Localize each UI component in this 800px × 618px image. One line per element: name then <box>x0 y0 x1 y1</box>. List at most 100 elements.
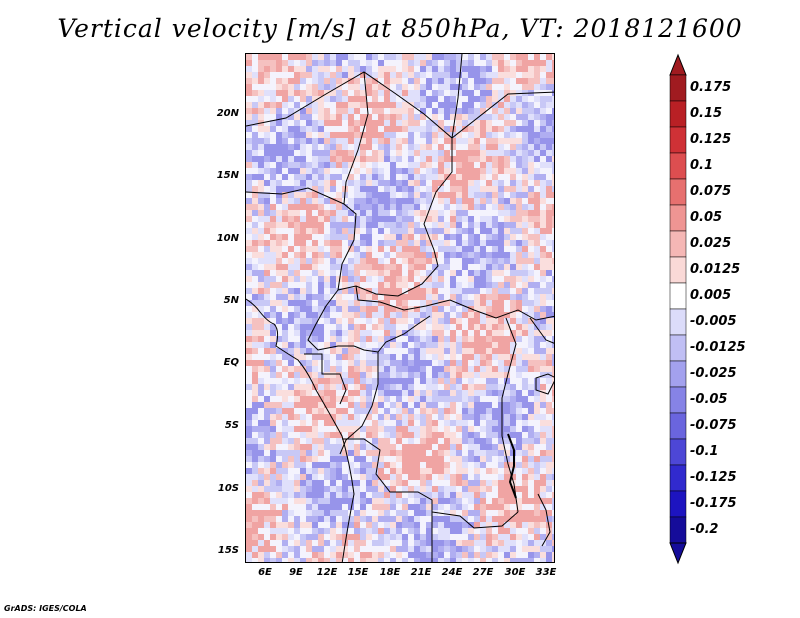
velocity-cell <box>318 126 324 132</box>
velocity-cell <box>354 66 360 72</box>
velocity-cell <box>342 546 348 552</box>
velocity-cell <box>348 444 354 450</box>
velocity-cell <box>312 486 318 492</box>
velocity-cell <box>432 126 438 132</box>
velocity-cell <box>342 474 348 480</box>
velocity-cell <box>288 510 294 516</box>
velocity-cell <box>420 432 426 438</box>
velocity-cell <box>402 450 408 456</box>
velocity-cell <box>300 288 306 294</box>
velocity-cell <box>444 432 450 438</box>
velocity-cell <box>408 456 414 462</box>
velocity-cell <box>366 462 372 468</box>
lon-label: 12E <box>316 567 338 578</box>
velocity-cell <box>432 486 438 492</box>
velocity-cell <box>432 402 438 408</box>
velocity-cell <box>318 462 324 468</box>
velocity-cell <box>318 162 324 168</box>
velocity-cell <box>390 270 396 276</box>
velocity-cell <box>348 108 354 114</box>
velocity-cell <box>552 162 554 168</box>
velocity-cell <box>444 528 450 534</box>
velocity-cell <box>306 438 312 444</box>
velocity-cell <box>402 366 408 372</box>
velocity-cell <box>294 474 300 480</box>
velocity-cell <box>426 138 432 144</box>
velocity-cell <box>336 432 342 438</box>
velocity-cell <box>372 300 378 306</box>
velocity-cell <box>492 426 498 432</box>
velocity-cell <box>498 390 504 396</box>
velocity-cell <box>336 120 342 126</box>
velocity-cell <box>534 378 540 384</box>
velocity-cell <box>522 228 528 234</box>
velocity-cell <box>474 498 480 504</box>
colorbar-bottom-arrow <box>669 542 687 565</box>
velocity-cell <box>354 60 360 66</box>
velocity-cell <box>396 378 402 384</box>
velocity-cell <box>438 210 444 216</box>
velocity-cell <box>294 372 300 378</box>
velocity-cell <box>396 282 402 288</box>
velocity-cell <box>252 288 258 294</box>
velocity-cell <box>480 66 486 72</box>
velocity-cell <box>450 300 456 306</box>
velocity-cell <box>288 222 294 228</box>
velocity-cell <box>384 252 390 258</box>
velocity-cell <box>552 522 554 528</box>
velocity-cell <box>318 414 324 420</box>
velocity-cell <box>360 426 366 432</box>
velocity-cell <box>264 330 270 336</box>
velocity-cell <box>534 294 540 300</box>
colorbar-segment <box>669 438 687 466</box>
velocity-cell <box>246 408 252 414</box>
velocity-cell <box>348 222 354 228</box>
velocity-cell <box>264 360 270 366</box>
velocity-cell <box>264 180 270 186</box>
velocity-cell <box>396 72 402 78</box>
velocity-cell <box>540 150 546 156</box>
velocity-cell <box>372 198 378 204</box>
velocity-cell <box>360 330 366 336</box>
velocity-cell <box>366 246 372 252</box>
velocity-cell <box>276 270 282 276</box>
velocity-cell <box>390 294 396 300</box>
velocity-cell <box>522 246 528 252</box>
velocity-cell <box>324 402 330 408</box>
velocity-cell <box>372 528 378 534</box>
velocity-cell <box>360 474 366 480</box>
velocity-cell <box>546 162 552 168</box>
velocity-cell <box>300 126 306 132</box>
velocity-cell <box>480 480 486 486</box>
velocity-cell <box>384 354 390 360</box>
velocity-cell <box>366 252 372 258</box>
velocity-cell <box>414 318 420 324</box>
velocity-cell <box>426 78 432 84</box>
velocity-cell <box>552 552 554 558</box>
velocity-cell <box>504 66 510 72</box>
velocity-cell <box>462 198 468 204</box>
velocity-cell <box>336 72 342 78</box>
velocity-cell <box>366 216 372 222</box>
velocity-cell <box>522 270 528 276</box>
velocity-cell <box>492 306 498 312</box>
velocity-cell <box>498 330 504 336</box>
velocity-cell <box>348 330 354 336</box>
velocity-cell <box>384 336 390 342</box>
velocity-cell <box>462 264 468 270</box>
velocity-cell <box>366 120 372 126</box>
velocity-cell <box>390 258 396 264</box>
velocity-cell <box>528 60 534 66</box>
velocity-cell <box>540 360 546 366</box>
velocity-cell <box>378 66 384 72</box>
velocity-cell <box>396 180 402 186</box>
velocity-cell <box>504 138 510 144</box>
velocity-cell <box>252 192 258 198</box>
velocity-cell <box>492 186 498 192</box>
velocity-cell <box>396 264 402 270</box>
velocity-cell <box>300 420 306 426</box>
velocity-cell <box>312 318 318 324</box>
velocity-cell <box>468 438 474 444</box>
velocity-cell <box>444 438 450 444</box>
velocity-cell <box>492 450 498 456</box>
